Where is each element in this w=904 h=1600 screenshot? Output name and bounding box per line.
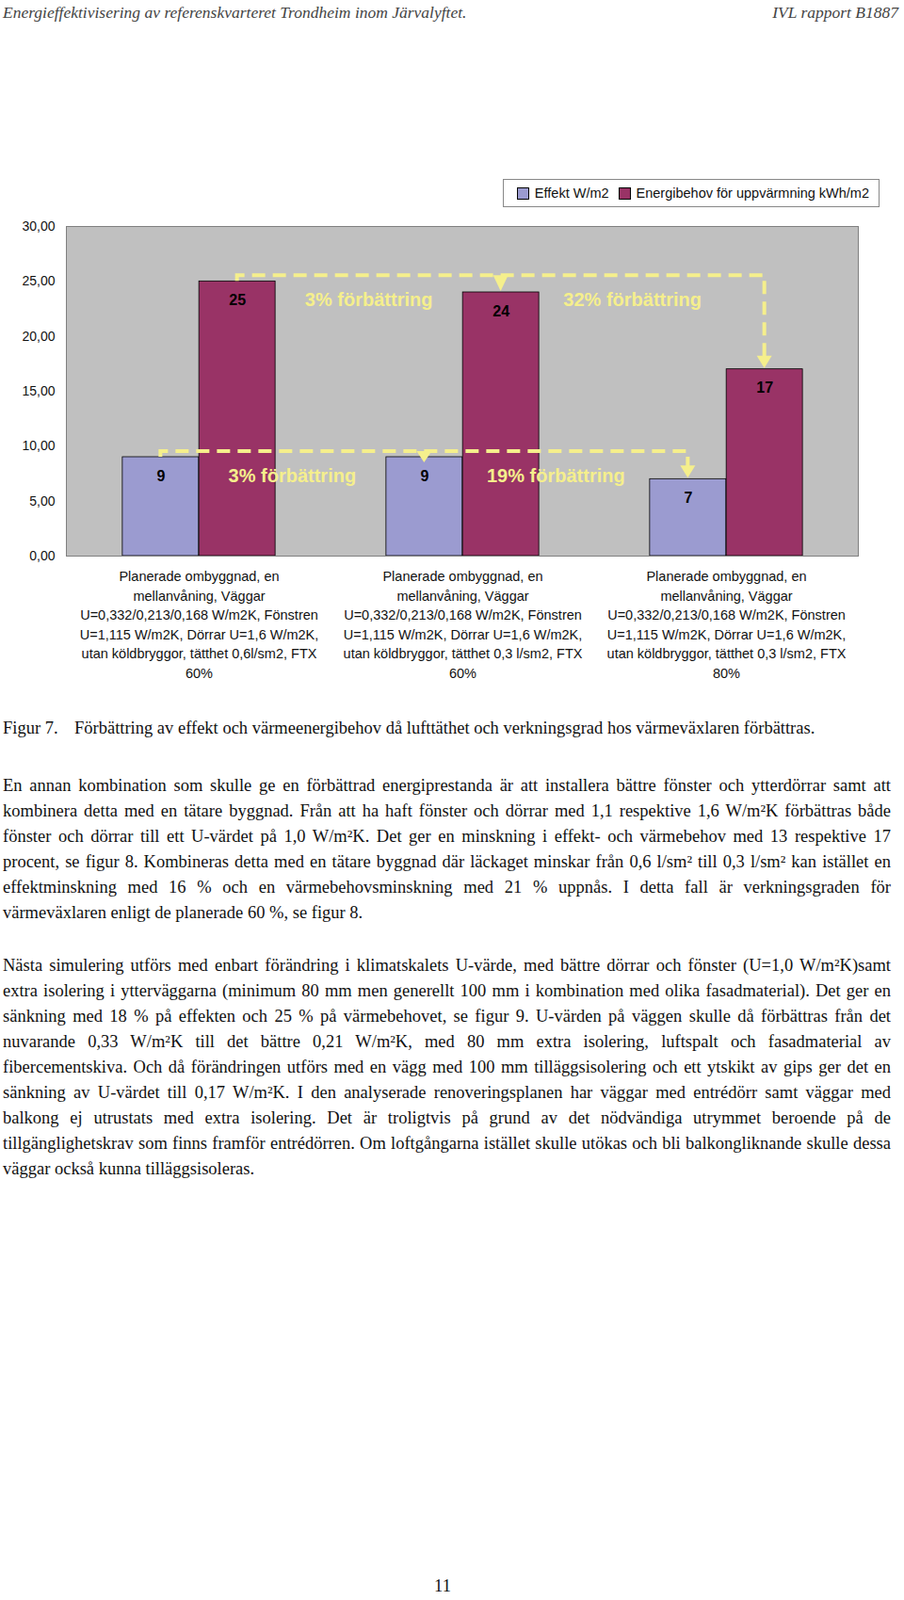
html-text:Förbättring av effekt och värm: Förbättring av effekt och värmeenergibeh… — [74, 718, 815, 738]
svg-text:25,00: 25,00 — [21, 273, 55, 289]
html-text:Effekt W/m2: Effekt W/m2 — [534, 185, 609, 201]
svg-text:Planerade ombyggnad, enmellanv: Planerade ombyggnad, enmellanvåning, Väg… — [343, 568, 583, 681]
html-text:IVL rapport B1887: IVL rapport B1887 — [772, 2, 899, 22]
svg-text:20,00: 20,00 — [21, 328, 55, 344]
svg-text:Planerade ombyggnad, enmellanv: Planerade ombyggnad, enmellanvåning, Väg… — [80, 568, 320, 681]
html-text:En annan kombination som skull: En annan kombination som skulle ge en fö… — [2, 775, 891, 922]
svg-text:3% förbättring: 3% förbättring — [228, 465, 357, 486]
svg-text:15,00: 15,00 — [21, 383, 55, 399]
svg-text:0,00: 0,00 — [29, 548, 55, 564]
svg-text:9: 9 — [156, 468, 165, 485]
html-text:11: 11 — [434, 1576, 451, 1596]
html-text:Energibehov för uppvärmning kW: Energibehov för uppvärmning kWh/m2 — [636, 185, 870, 201]
svg-text:10,00: 10,00 — [21, 437, 55, 453]
html-text:Energieffektivisering av refer: Energieffektivisering av referenskvarter… — [2, 2, 467, 22]
svg-text:7: 7 — [683, 489, 693, 506]
svg-text:24: 24 — [492, 303, 510, 320]
svg-text:30,00: 30,00 — [21, 218, 55, 234]
svg-text:25: 25 — [228, 291, 246, 308]
svg-text:3% förbättring: 3% förbättring — [305, 289, 434, 310]
svg-text:9: 9 — [419, 468, 429, 485]
html-text:Figur 7.: Figur 7. — [2, 718, 59, 738]
svg-text:19% förbättring: 19% förbättring — [486, 465, 626, 486]
html-text:Nästa simulering utförs med en: Nästa simulering utförs med enbart förän… — [2, 955, 891, 1179]
svg-text:5,00: 5,00 — [29, 493, 55, 509]
svg-text:Planerade ombyggnad, enmellanv: Planerade ombyggnad, enmellanvåning, Väg… — [607, 568, 847, 681]
svg-text:17: 17 — [756, 379, 774, 396]
svg-text:32% förbättring: 32% förbättring — [563, 289, 702, 310]
